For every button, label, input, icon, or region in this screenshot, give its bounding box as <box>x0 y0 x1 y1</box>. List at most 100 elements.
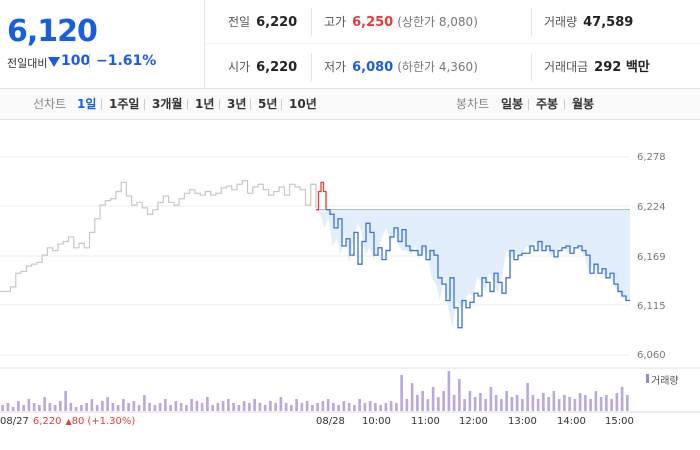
change-separator <box>89 54 90 68</box>
tab-3m[interactable]: 3개월 <box>152 97 183 111</box>
volume-bar <box>195 401 199 411</box>
volume-bar <box>626 395 629 411</box>
volume-bar <box>64 391 67 411</box>
volume-bar <box>216 403 220 411</box>
stat-label: 고가 <box>324 15 347 29</box>
tab-separator <box>101 99 102 110</box>
tab-10y[interactable]: 10년 <box>289 97 317 111</box>
volume-bar <box>48 403 52 411</box>
volume-bar <box>116 405 120 411</box>
volume-bar <box>358 399 361 411</box>
volume-bar <box>379 405 382 411</box>
stat-open: 시가 6,220 <box>228 45 297 89</box>
volume-bar <box>284 403 288 411</box>
volume-bar <box>263 405 267 411</box>
volume-bar <box>74 407 78 411</box>
volume-bar <box>158 403 162 411</box>
divider <box>531 53 532 81</box>
stat-sub: (하한가 4,360) <box>397 60 478 74</box>
volume-bar <box>185 405 188 411</box>
chart-canvas <box>0 156 700 413</box>
volume-bar <box>237 405 241 411</box>
volume-legend: 거래량 <box>651 376 679 387</box>
volume-bar <box>137 405 141 411</box>
tab-daily[interactable]: 일봉 <box>501 97 524 111</box>
tab-monthly[interactable]: 월봉 <box>572 97 595 111</box>
volume-bar <box>458 379 461 411</box>
stat-high: 고가 6,250 (상한가 8,080) <box>324 0 478 44</box>
volume-bar <box>169 405 172 411</box>
volume-bar <box>531 395 535 411</box>
volume-bar <box>468 391 472 411</box>
volume-bar <box>300 403 304 411</box>
volume-bar <box>295 399 298 411</box>
volume-bar <box>206 397 209 411</box>
tab-separator <box>187 99 188 110</box>
volume-bar <box>463 399 466 411</box>
volume-bar <box>431 387 435 411</box>
stat-value: 6,080 <box>352 60 394 75</box>
volume-bar <box>316 403 319 411</box>
stats-row-2: 시가 6,220 저가 6,080 (하한가 4,360) 거래대금 292 백만 <box>206 45 700 89</box>
volume-bar <box>353 405 356 411</box>
volume-bar <box>326 399 330 411</box>
divider <box>531 8 532 36</box>
stat-label: 저가 <box>324 60 347 74</box>
volume-bar <box>568 397 571 411</box>
stats-row-1: 전일 6,220 고가 6,250 (상한가 8,080) 거래량 47,589 <box>206 0 700 44</box>
x-tick-label: 11:00 <box>411 416 440 427</box>
divider <box>311 53 312 81</box>
price-line <box>326 209 630 329</box>
volume-bar <box>305 401 309 411</box>
tab-separator <box>281 99 282 110</box>
x-tick-label: 13:00 <box>508 416 537 427</box>
tab-weekly[interactable]: 주봉 <box>536 97 559 111</box>
volume-bar <box>342 401 346 411</box>
volume-bar <box>38 405 41 411</box>
volume-bar <box>374 403 377 411</box>
divider <box>311 8 312 36</box>
volume-bar <box>101 401 104 411</box>
above-reference-line <box>316 181 327 211</box>
volume-bar <box>6 403 10 411</box>
volume-bar <box>200 403 204 411</box>
stat-value: 6,220 <box>256 60 298 75</box>
volume-bar <box>337 405 340 411</box>
price-chart: 6,278 6,224 6,169 6,115 6,060 거래량 08/27 6… <box>0 121 700 450</box>
stat-label: 거래량 <box>544 15 578 29</box>
tab-1w[interactable]: 1주일 <box>109 97 140 111</box>
volume-bar <box>95 405 99 411</box>
volume-bar <box>106 397 109 411</box>
volume-bar <box>59 401 62 411</box>
tab-5y[interactable]: 5년 <box>258 97 278 111</box>
up-triangle-icon: ▲ <box>65 417 72 426</box>
y-tick-label: 6,278 <box>637 152 666 163</box>
volume-bar <box>494 395 498 411</box>
volume-bar <box>610 399 613 411</box>
tab-1y[interactable]: 1년 <box>195 97 215 111</box>
volume-bar <box>174 401 178 411</box>
tab-1d[interactable]: 1일 <box>77 97 97 111</box>
x-tick-label: 08/28 <box>316 416 345 427</box>
prev-session-close: 6,220 <box>32 416 62 427</box>
candle-chart-label: 봉차트 <box>456 97 490 111</box>
volume-bar <box>53 405 57 411</box>
volume-bar <box>190 399 193 411</box>
volume-bar <box>27 399 31 411</box>
volume-bar <box>148 403 151 411</box>
tab-3y[interactable]: 3년 <box>227 97 247 111</box>
volume-bar <box>69 403 73 411</box>
prev-session-line <box>0 180 317 293</box>
y-tick-label: 6,060 <box>637 350 666 361</box>
current-price: 6,120 <box>7 14 98 49</box>
prev-session-change-percent: (+1.30%) <box>87 416 136 427</box>
volume-bar <box>405 399 409 411</box>
volume-bar <box>279 397 283 411</box>
volume-bar <box>221 401 225 411</box>
volume-bar <box>400 375 403 411</box>
volume-bar <box>274 403 277 411</box>
stat-label: 전일 <box>228 15 251 29</box>
volume-bar <box>421 391 424 411</box>
volume-bar <box>536 399 540 411</box>
change-percent: −1.61% <box>96 53 157 69</box>
